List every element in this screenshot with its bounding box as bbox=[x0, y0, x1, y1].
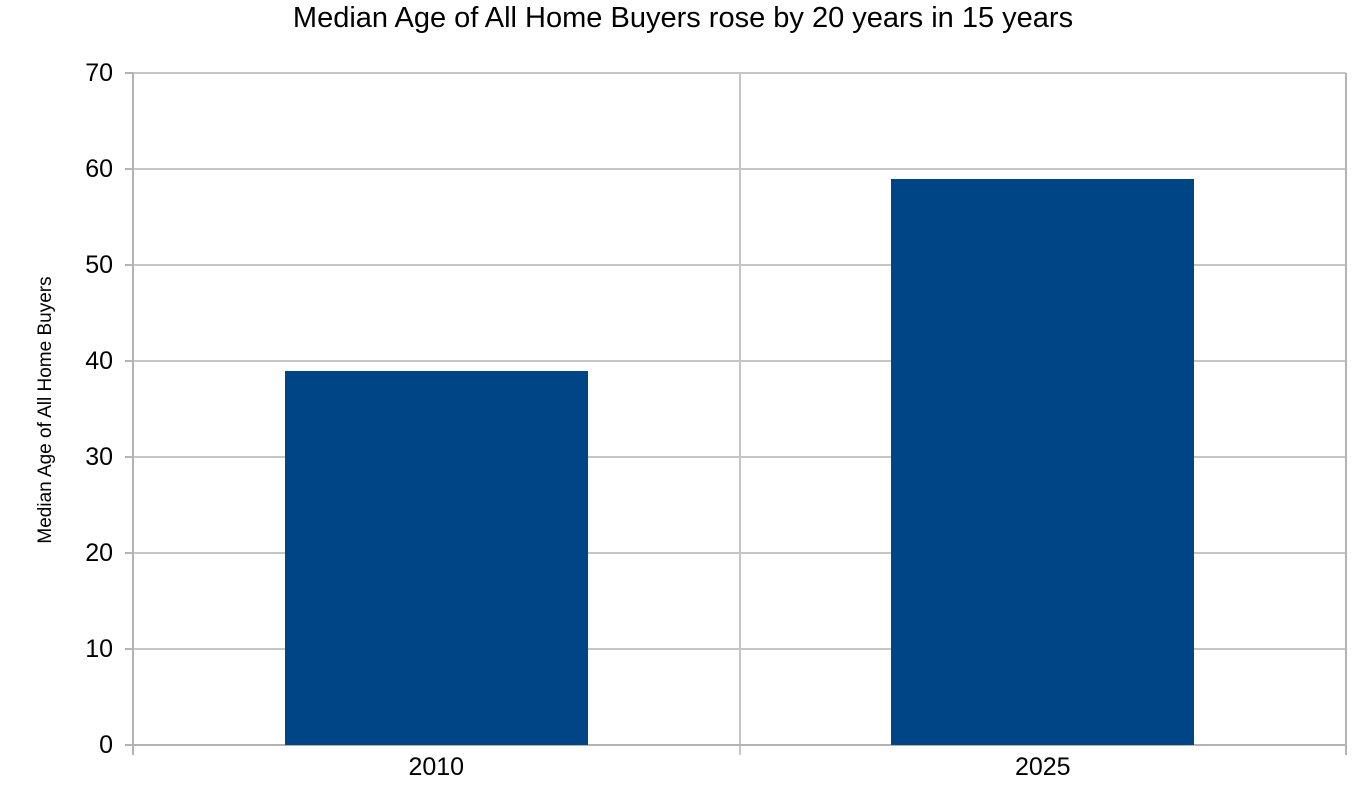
x-axis-line bbox=[125, 744, 1346, 746]
y-tick-label: 40 bbox=[85, 347, 113, 375]
x-category-label: 2025 bbox=[1014, 753, 1071, 781]
y-tick-label: 70 bbox=[85, 59, 113, 87]
y-tick-mark bbox=[125, 648, 133, 650]
y-tick-label: 60 bbox=[85, 155, 113, 183]
bar-2010 bbox=[284, 370, 588, 745]
y-tick-mark bbox=[125, 168, 133, 170]
y-tick-mark bbox=[125, 456, 133, 458]
y-tick-label: 50 bbox=[85, 251, 113, 279]
y-tick-label: 20 bbox=[85, 539, 113, 567]
y-axis-line bbox=[132, 73, 134, 755]
y-tick-label: 30 bbox=[85, 443, 113, 471]
y-tick-label: 0 bbox=[99, 731, 113, 759]
y-axis-title-text: Median Age of All Home Buyers bbox=[35, 276, 56, 544]
y-tick-mark bbox=[125, 360, 133, 362]
x-category-label: 2010 bbox=[408, 753, 465, 781]
y-tick-mark bbox=[125, 552, 133, 554]
bar-2025 bbox=[891, 178, 1195, 745]
plot-area bbox=[125, 72, 1347, 755]
gridline-vertical bbox=[738, 73, 741, 755]
y-tick-label: 10 bbox=[85, 635, 113, 663]
plot-right-border bbox=[1345, 73, 1347, 755]
y-tick-mark bbox=[125, 264, 133, 266]
y-tick-mark bbox=[125, 72, 133, 74]
chart-title: Median Age of All Home Buyers rose by 20… bbox=[292, 2, 1074, 34]
